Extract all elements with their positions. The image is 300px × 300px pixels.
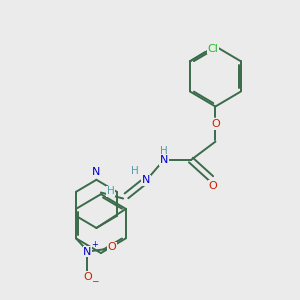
Text: H: H: [131, 166, 139, 176]
Text: H: H: [160, 146, 167, 156]
Text: H: H: [107, 186, 115, 196]
Text: O: O: [83, 272, 92, 282]
Text: +: +: [91, 240, 98, 249]
Text: Cl: Cl: [207, 44, 218, 54]
Text: O: O: [211, 119, 220, 129]
Text: −: −: [91, 276, 98, 285]
Text: O: O: [208, 181, 217, 191]
Text: O: O: [107, 242, 116, 252]
Text: N: N: [160, 155, 168, 165]
Text: N: N: [142, 175, 150, 185]
Text: N: N: [92, 167, 100, 177]
Text: N: N: [83, 247, 92, 257]
